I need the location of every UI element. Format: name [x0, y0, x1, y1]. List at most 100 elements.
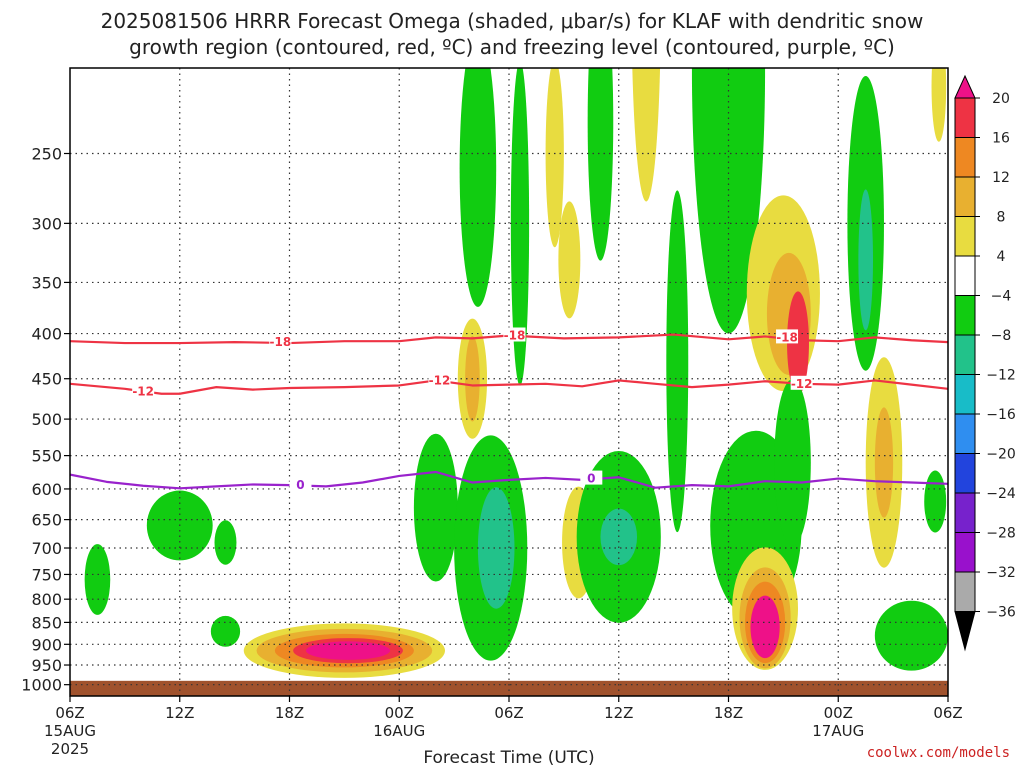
- contour-minus12-label-1-bg: [132, 383, 155, 398]
- x-axis-label: Forecast Time (UTC): [423, 748, 594, 768]
- x-date-label-7: 17AUG: [812, 722, 864, 740]
- colorbar-over-triangle: [954, 74, 976, 99]
- x-tick-label-0: 06Z: [55, 704, 84, 722]
- omega-area-9: [305, 641, 391, 660]
- freezing-level-label-2: 0: [587, 472, 595, 486]
- colorbar-band-1: [954, 97, 976, 138]
- freezing-level-label-2-bg: [580, 470, 603, 485]
- colorbar-band-3: [954, 176, 976, 217]
- omega-area-10: [413, 433, 458, 582]
- colorbar-under-triangle: [954, 611, 976, 652]
- contour-minus12-label-2-bg: [428, 372, 451, 387]
- colorbar: 20 16 12 8 4 −4 −8 −12 −16 −20 −24 −28 −32 −36: [954, 74, 1016, 652]
- omega-area-39: [874, 600, 948, 671]
- omega-area-1: [84, 544, 111, 615]
- contour-minus12-label-1: -12: [132, 384, 154, 398]
- chart-title-line-1: 2025081506 HRRR Forecast Omega (shaded, …: [101, 9, 924, 33]
- y-tick-label-400: 400: [31, 325, 62, 344]
- y-tick-label-600: 600: [31, 480, 62, 499]
- temperature-contours: -18 -18 -18 -12 -12 -12 0 0: [70, 327, 948, 492]
- credit-text: coolwx.com/models: [867, 745, 1010, 761]
- colorbar-label-7: −12: [986, 368, 1016, 384]
- omega-area-34: [774, 379, 811, 546]
- y-tick-label-350: 350: [31, 273, 62, 292]
- omega-area-19: [558, 201, 581, 319]
- x-date-label-0: 15AUG: [44, 722, 96, 740]
- omega-area-4: [210, 615, 241, 647]
- colorbar-band-9: [954, 413, 976, 454]
- colorbar-label-13: −36: [986, 605, 1016, 621]
- y-tick-label-1000: 1000: [21, 676, 62, 695]
- y-tick-label-850: 850: [31, 613, 62, 632]
- contour-minus18-label-2-bg: [503, 327, 526, 342]
- colorbar-label-6: −8: [991, 328, 1012, 344]
- x-tick-label-7: 00Z: [824, 704, 853, 722]
- colorbar-label-0: 20: [992, 91, 1010, 107]
- contour-minus18-label-1-bg: [269, 334, 292, 349]
- ground-surface: [70, 680, 948, 696]
- contour-minus12-label-3-bg: [790, 375, 813, 390]
- x-tick-label-6: 18Z: [714, 704, 743, 722]
- contour-minus18-label-3: -18: [776, 330, 798, 344]
- omega-area-38: [874, 407, 894, 518]
- omega-area-16: [510, 68, 530, 386]
- colorbar-band-11: [954, 492, 976, 533]
- omega-area-36: [858, 189, 874, 331]
- grid-lines: [70, 68, 948, 696]
- chart-title-line-2: growth region (contoured, red, ºC) and f…: [129, 35, 895, 59]
- contour-minus12-label-2: -12: [429, 373, 451, 387]
- colorbar-label-4: 4: [997, 249, 1006, 265]
- x-tick-label-2: 18Z: [275, 704, 304, 722]
- colorbar-label-10: −24: [986, 486, 1016, 502]
- colorbar-band-4: [954, 216, 976, 257]
- contour-minus18-line: [70, 333, 948, 345]
- omega-area-18: [587, 68, 614, 261]
- colorbar-band-13: [954, 571, 976, 612]
- x-tick-label-1: 12Z: [165, 704, 194, 722]
- y-tick-label-300: 300: [31, 214, 62, 233]
- y-tick-label-750: 750: [31, 565, 62, 584]
- colorbar-label-5: −4: [991, 289, 1012, 305]
- y-tick-label-950: 950: [31, 656, 62, 675]
- y-tick-label-550: 550: [31, 447, 62, 466]
- colorbar-band-6: [954, 295, 976, 336]
- omega-shading: [84, 68, 948, 678]
- x-tick-label-8: 06Z: [933, 704, 962, 722]
- colorbar-label-8: −16: [986, 407, 1016, 423]
- contour-minus18-label-2: -18: [504, 328, 526, 342]
- omega-area-12: [477, 487, 515, 609]
- x-tick-label-4: 06Z: [494, 704, 523, 722]
- omega-area-40: [924, 470, 947, 533]
- omega-area-41: [931, 68, 947, 142]
- y-tick-label-500: 500: [31, 410, 62, 429]
- y-tick-label-450: 450: [31, 370, 62, 389]
- colorbar-band-2: [954, 137, 976, 178]
- y-tick-label-800: 800: [31, 590, 62, 609]
- y-axis: 250 300 350 400 450 500 550 600 650 700 750 800 850 9…: [21, 144, 70, 695]
- omega-area-33: [750, 595, 780, 659]
- omega-area-23: [666, 190, 689, 533]
- omega-area-24: [632, 68, 661, 202]
- contour-minus18-label-1: -18: [270, 335, 292, 349]
- colorbar-label-12: −32: [986, 565, 1016, 581]
- contour-minus12-label-3: -12: [791, 377, 813, 391]
- colorbar-label-11: −28: [986, 526, 1016, 542]
- y-tick-label-650: 650: [31, 511, 62, 530]
- x-date-label-3: 16AUG: [373, 722, 425, 740]
- colorbar-label-1: 16: [992, 131, 1010, 147]
- freezing-level-line: [70, 470, 948, 490]
- colorbar-band-12: [954, 532, 976, 573]
- colorbar-band-10: [954, 453, 976, 494]
- omega-area-17: [545, 68, 564, 248]
- x-tick-label-3: 00Z: [385, 704, 414, 722]
- colorbar-label-9: −20: [986, 447, 1016, 463]
- freezing-level-label-1: 0: [296, 478, 304, 492]
- x-tick-label-5: 12Z: [604, 704, 633, 722]
- colorbar-band-7: [954, 334, 976, 375]
- y-tick-label-900: 900: [31, 635, 62, 654]
- contour-minus18-label-3-bg: [776, 329, 799, 344]
- omega-area-15: [459, 68, 497, 307]
- omega-area-3: [214, 520, 237, 565]
- colorbar-label-2: 12: [992, 170, 1010, 186]
